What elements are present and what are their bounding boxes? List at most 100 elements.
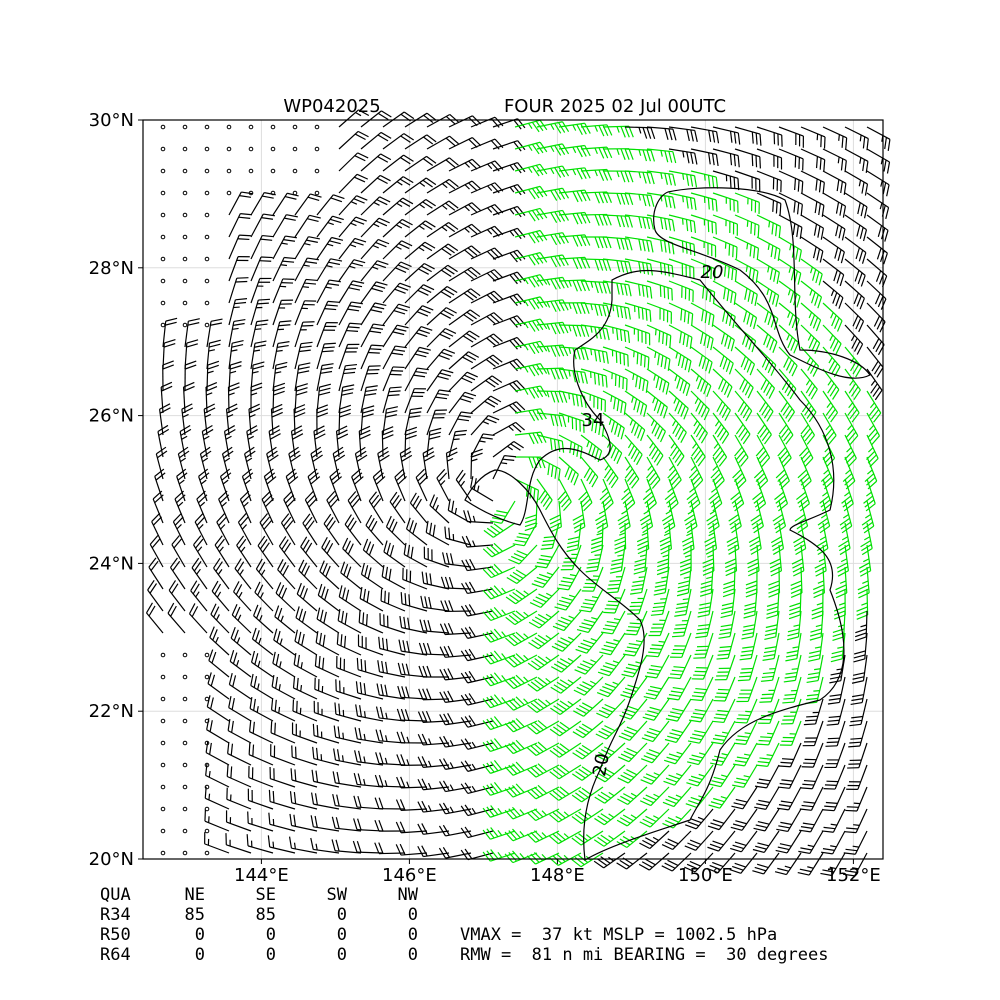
barb (648, 668, 661, 672)
barb (301, 633, 305, 646)
barb (700, 580, 713, 585)
barb (550, 414, 555, 426)
barb (830, 412, 839, 423)
barb (395, 267, 407, 273)
barb-staff (558, 346, 585, 350)
barb (313, 425, 325, 432)
barb (617, 777, 629, 784)
barb-staff (866, 214, 889, 231)
barb (860, 540, 871, 548)
barb (490, 739, 499, 750)
barb (437, 375, 449, 380)
barb (556, 681, 568, 689)
barb (791, 365, 798, 377)
barb (716, 453, 725, 464)
barb (241, 494, 251, 504)
barb (748, 338, 753, 350)
barb (576, 371, 580, 383)
half-barb (385, 712, 388, 720)
barb (651, 479, 661, 489)
barb (356, 454, 368, 462)
barb-staff (492, 336, 518, 348)
barb (836, 179, 840, 192)
barb (713, 797, 725, 803)
barb (489, 335, 500, 344)
barb (737, 178, 740, 191)
barb-staff (448, 223, 472, 238)
barb (597, 772, 609, 780)
barb (339, 412, 351, 418)
barb (855, 366, 863, 378)
barb (580, 145, 587, 157)
barb (839, 547, 851, 556)
barb-staff (490, 742, 516, 753)
barb (602, 191, 608, 204)
barb (600, 770, 612, 778)
barb-staff (627, 786, 648, 805)
barb (250, 386, 263, 392)
barb (867, 428, 877, 438)
barb-staff (404, 134, 428, 150)
barb (488, 414, 500, 421)
barb (549, 749, 560, 758)
barb (710, 469, 720, 479)
barb-staff (786, 830, 802, 854)
barb-staff (257, 545, 274, 568)
barb (645, 468, 655, 479)
barb (581, 723, 593, 731)
barb (708, 362, 713, 374)
half-barb (654, 351, 657, 359)
barb (861, 181, 865, 194)
barb-staff (426, 410, 436, 436)
barb-staff (652, 720, 670, 742)
barb-staff (624, 192, 651, 196)
barb-staff (668, 324, 693, 338)
barb (441, 369, 454, 374)
barb (291, 429, 303, 436)
calm-marker (248, 146, 254, 152)
barb (161, 385, 173, 392)
barb (635, 375, 638, 388)
barb (576, 212, 583, 225)
barb-staff (778, 280, 801, 297)
half-barb (550, 168, 555, 175)
y-tick-label: 28°N (89, 258, 134, 279)
barb (634, 558, 647, 563)
half-barb (567, 700, 574, 706)
barb-staff (228, 343, 233, 370)
barb (490, 270, 500, 280)
barb (530, 788, 540, 798)
barb (853, 340, 861, 352)
barb (232, 675, 237, 687)
barb (279, 562, 287, 573)
barb (314, 429, 326, 436)
barb (659, 431, 666, 443)
barb-staff (269, 823, 296, 832)
barb-staff (673, 786, 692, 807)
barb (420, 286, 432, 294)
barb (668, 753, 681, 758)
barb (798, 850, 810, 855)
calm-marker (182, 300, 188, 306)
barb-staff (209, 637, 230, 656)
barb (617, 514, 629, 522)
barb (640, 518, 652, 526)
barb (800, 787, 813, 790)
barb (355, 681, 359, 693)
barb (332, 215, 344, 221)
barb (782, 457, 792, 468)
half-barb (858, 179, 862, 187)
half-barb (590, 281, 594, 288)
barb (397, 685, 402, 698)
barb (237, 238, 250, 241)
barb (657, 428, 664, 440)
barb (517, 140, 526, 151)
barb-staff (813, 720, 824, 746)
barb-staff (800, 412, 816, 436)
half-barb (250, 392, 258, 396)
barb (311, 769, 315, 782)
barb (555, 622, 567, 629)
barb-staff (822, 544, 827, 571)
barb (688, 800, 700, 805)
barb-staff (246, 431, 252, 458)
